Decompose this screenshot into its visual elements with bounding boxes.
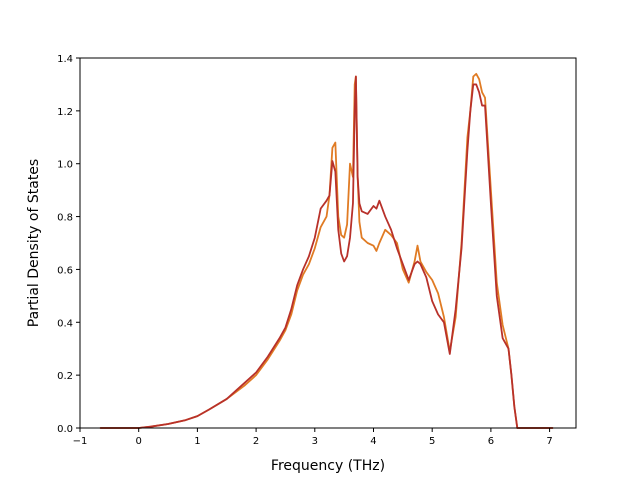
x-tick-label: 3 <box>312 436 318 447</box>
x-axis: −1 0 1 2 3 4 5 6 7 <box>73 428 553 447</box>
x-tick-label: 6 <box>488 436 494 447</box>
series-line-1 <box>99 72 554 429</box>
y-tick-label: 0.2 <box>57 371 73 382</box>
plot-frame <box>79 57 577 429</box>
x-tick-label: 0 <box>136 436 142 447</box>
y-axis: 0.0 0.2 0.4 0.6 0.8 1.0 1.2 1.4 <box>57 54 80 435</box>
y-axis-title: Partial Density of States <box>26 159 42 327</box>
y-tick-label: 1.4 <box>57 54 73 65</box>
x-tick-label: 4 <box>370 436 376 447</box>
x-tick-label: 1 <box>194 436 200 447</box>
x-tick-label: 2 <box>253 436 259 447</box>
y-tick-label: 0.6 <box>57 265 73 276</box>
x-tick-label: 5 <box>429 436 435 447</box>
y-tick-label: 0.0 <box>57 424 73 435</box>
series-layer <box>99 72 554 429</box>
y-tick-label: 1.2 <box>57 107 73 118</box>
series-line-2 <box>99 75 554 429</box>
x-axis-title: Frequency (THz) <box>271 458 385 474</box>
y-tick-label: 0.8 <box>57 213 73 224</box>
y-tick-label: 0.4 <box>57 318 73 329</box>
x-tick-label: −1 <box>73 436 88 447</box>
x-tick-label: 7 <box>546 436 552 447</box>
y-tick-label: 1.0 <box>57 160 73 171</box>
